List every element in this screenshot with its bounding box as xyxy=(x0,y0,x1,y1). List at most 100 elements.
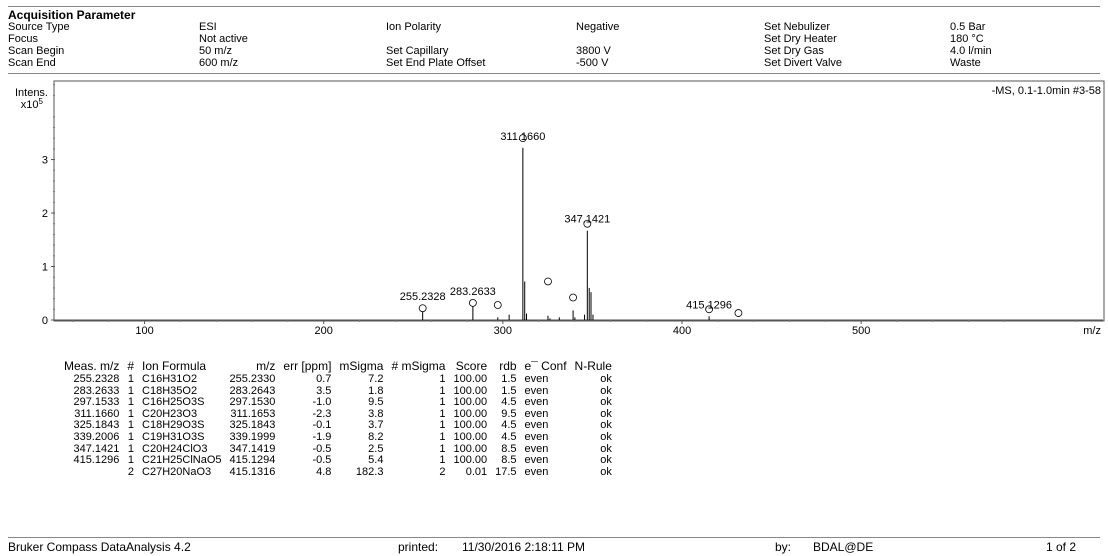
table-cell: 2 xyxy=(127,465,135,478)
table-cell: 325.1843 xyxy=(73,419,120,432)
table-cell: C19H31O3S xyxy=(142,430,205,443)
table-cell: 100.00 xyxy=(453,454,488,467)
table-cell: 1 xyxy=(439,373,446,385)
table-cell: even xyxy=(524,442,549,455)
table-row: 311.1660 1 C20H23O3 311.1653 -2.3 3.8 1 100.00 9… xyxy=(60,407,616,421)
table-cell: even xyxy=(524,419,549,432)
table-cell: 339.1999 xyxy=(229,430,276,443)
param-label: Set End Plate Offset xyxy=(386,57,486,69)
table-cell: 3.5 xyxy=(316,384,332,397)
x-tick-label: 100 xyxy=(135,325,153,337)
table-row: 339.2006 1 C19H31O3S 339.1999 -1.9 8.2 1 100.00… xyxy=(60,430,616,444)
table-cell: even xyxy=(524,454,549,467)
table-cell: ok xyxy=(600,373,612,385)
footer-rule xyxy=(8,537,1100,538)
footer-software: Bruker Compass DataAnalysis 4.2 xyxy=(8,540,191,554)
y-axis-label: Intens. xyxy=(15,87,48,99)
table-cell: 5.4 xyxy=(368,454,384,467)
table-cell: 100.00 xyxy=(453,407,488,420)
isotope-marker xyxy=(544,277,552,286)
param-value: 600 m/z xyxy=(199,57,239,69)
table-header-row: Meas. m/z # Ion Formula m/z err [ppm] mS… xyxy=(60,359,616,374)
table-cell: even xyxy=(524,430,549,443)
isotope-marker xyxy=(583,219,592,228)
header-bottom-rule xyxy=(8,73,1100,74)
table-cell: even xyxy=(524,384,549,397)
table-cell: -1.9 xyxy=(312,430,332,443)
table-cell: 3.7 xyxy=(368,419,384,432)
table-cell: 8.5 xyxy=(501,442,517,455)
table-row: 347.1421 1 C20H24ClO3 347.1419 -0.5 2.5 1 100.0… xyxy=(60,442,616,456)
col-header: Meas. m/z xyxy=(64,359,120,373)
table-row: 415.1296 1 C21H25ClNaO5 415.1294 -0.5 5.4 1 100… xyxy=(60,455,616,467)
table-cell: even xyxy=(524,396,549,409)
col-header: N-Rule xyxy=(574,359,612,373)
table-cell: 100.00 xyxy=(453,419,488,432)
table-cell: C20H24ClO3 xyxy=(142,442,208,455)
param-value: 50 m/z xyxy=(199,45,233,57)
table-cell: 7.2 xyxy=(368,373,384,385)
y-tick-label: 0 xyxy=(42,315,48,327)
table-cell: 100.00 xyxy=(453,384,488,397)
peak-table: Meas. m/z # Ion Formula m/z err [ppm] mS… xyxy=(60,359,616,478)
table-cell: 339.2006 xyxy=(73,430,120,443)
footer-by-value: BDAL@DE xyxy=(813,540,874,554)
isotope-marker xyxy=(493,301,502,309)
table-cell: 1.8 xyxy=(368,384,384,397)
x-tick-label: 300 xyxy=(494,325,512,337)
chart-marks: 0 1 2 3 100 200 300 400 500 255.2328 283.2633 311.1… xyxy=(42,84,1103,337)
footer-printed-label: printed: xyxy=(398,540,439,554)
table-cell: 347.1419 xyxy=(229,442,276,455)
y-tick-label: 3 xyxy=(42,155,48,167)
table-cell: 1 xyxy=(439,419,446,432)
table-cell: 1.5 xyxy=(501,373,517,385)
table-cell: ok xyxy=(600,407,612,420)
table-cell: even xyxy=(524,407,549,420)
table-cell: 347.1421 xyxy=(73,442,120,455)
col-header: Score xyxy=(455,359,488,373)
param-value: 0.5 Bar xyxy=(950,21,986,33)
table-cell: 9.5 xyxy=(501,407,517,420)
table-cell: 8.2 xyxy=(368,430,384,443)
col-header: m/z xyxy=(256,359,276,373)
param-label: Set Divert Valve xyxy=(764,57,843,69)
isotope-marker xyxy=(569,293,577,302)
x-tick-label: 500 xyxy=(852,325,870,337)
table-cell: 1 xyxy=(127,384,135,397)
table-cell xyxy=(60,467,123,479)
isotope-marker xyxy=(518,134,527,143)
table-cell: 1 xyxy=(127,442,135,455)
table-cell: 100.00 xyxy=(453,442,488,455)
table-cell: 3.8 xyxy=(368,407,384,420)
table-cell: ok xyxy=(600,454,612,467)
table-cell: ok xyxy=(600,465,612,478)
x-axis-label: m/z xyxy=(1083,325,1101,337)
table-cell: -2.3 xyxy=(312,407,332,420)
peak-label: 415.1296 xyxy=(686,299,732,311)
y-scale-exponent: 5 xyxy=(39,97,44,106)
y-scale-label: x105 xyxy=(21,97,44,111)
param-label: Scan End xyxy=(8,57,56,69)
peak-label: 255.2328 xyxy=(400,291,446,303)
param-value: 3800 V xyxy=(576,45,611,57)
param-label: Set Dry Heater xyxy=(764,33,837,45)
table-row: 325.1843 1 C18H29O3S 325.1843 -0.1 3.7 1 100.00… xyxy=(60,420,616,432)
table-cell: 415.1316 xyxy=(229,465,276,478)
y-tick-label: 2 xyxy=(42,208,48,220)
x-tick-label: 400 xyxy=(673,325,691,337)
table-cell: ok xyxy=(600,430,612,443)
param-label: Set Nebulizer xyxy=(764,21,831,33)
table-cell: ok xyxy=(600,396,612,409)
isotope-marker xyxy=(705,305,714,314)
table-row: 283.2633 1 C18H35O2 283.2643 3.5 1.8 1 100.00 1.… xyxy=(60,384,616,398)
y-tick-label: 1 xyxy=(42,262,48,274)
table-cell: 1 xyxy=(439,430,446,443)
table-cell: -0.1 xyxy=(312,419,332,432)
table-cell: even xyxy=(524,465,549,478)
table-cell: 1 xyxy=(439,384,446,397)
table-cell: ok xyxy=(600,384,612,397)
table-cell: 1 xyxy=(127,419,135,432)
table-cell: C20H23O3 xyxy=(142,407,198,420)
table-row: 255.2328 1 C16H31O2 255.2330 0.7 7.2 1 100.00 1.… xyxy=(60,373,616,386)
